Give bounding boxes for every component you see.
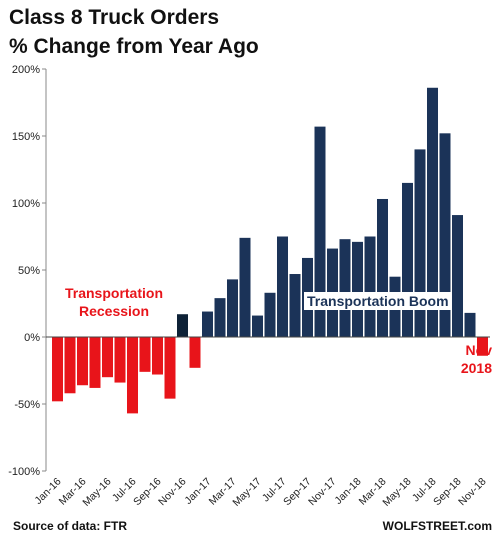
brand-watermark: WOLFSTREET.com bbox=[382, 519, 492, 533]
source-note: Source of data: FTR bbox=[13, 519, 128, 533]
bar-jul-18 bbox=[427, 87, 438, 337]
bar-oct-16 bbox=[164, 337, 176, 399]
bar-sep-18 bbox=[452, 215, 463, 337]
bar-jan-17 bbox=[202, 311, 213, 337]
nov-annotation-year: 2018 bbox=[460, 360, 492, 376]
bar-apr-16 bbox=[89, 337, 101, 388]
bar-mar-16 bbox=[77, 337, 88, 386]
bar-jun-18 bbox=[414, 149, 426, 337]
x-tick-label: May-18 bbox=[380, 476, 413, 509]
nov-2018-annotation: Nov 2018 bbox=[452, 341, 492, 377]
y-tick-label: 200% bbox=[12, 64, 40, 76]
bar-oct-18 bbox=[464, 312, 476, 337]
bar-oct-17 bbox=[314, 126, 326, 338]
y-tick-label: -50% bbox=[14, 399, 40, 411]
bar-feb-17 bbox=[214, 298, 226, 337]
bar-jul-16 bbox=[127, 337, 138, 414]
chart-subtitle: % Change from Year Ago bbox=[9, 35, 259, 58]
x-tick-label: May-17 bbox=[230, 476, 263, 509]
bar-aug-17 bbox=[289, 274, 301, 337]
bar-feb-16 bbox=[64, 337, 76, 394]
x-tick-label: Nov-17 bbox=[306, 476, 339, 509]
x-tick-label: Nov-16 bbox=[156, 476, 189, 509]
bar-feb-18 bbox=[364, 236, 376, 337]
boom-annotation: Transportation Boom bbox=[304, 292, 452, 310]
chart-title: Class 8 Truck Orders bbox=[9, 6, 220, 29]
bar-dec-16 bbox=[189, 337, 201, 368]
bar-may-18 bbox=[402, 182, 413, 337]
bar-jan-16 bbox=[52, 337, 63, 402]
bar-apr-17 bbox=[239, 237, 251, 337]
y-tick-label: -100% bbox=[8, 466, 40, 478]
bar-jun-17 bbox=[264, 292, 276, 337]
bar-may-16 bbox=[102, 337, 113, 378]
x-tick-label: Nov-18 bbox=[456, 476, 489, 509]
bar-jun-16 bbox=[114, 337, 126, 383]
bar-jan-18 bbox=[352, 241, 363, 337]
bar-dec-17 bbox=[339, 239, 351, 337]
recession-annotation: Transportation Recession bbox=[64, 285, 163, 319]
bar-may-17 bbox=[252, 315, 263, 337]
bar-mar-18 bbox=[377, 198, 388, 337]
bar-mar-17 bbox=[227, 279, 238, 337]
bar-nov-16 bbox=[177, 314, 188, 337]
nov-annotation-month: Nov bbox=[465, 342, 492, 358]
y-tick-label: 100% bbox=[12, 198, 40, 210]
x-tick-label: May-16 bbox=[80, 476, 113, 509]
bar-nov-18 bbox=[477, 337, 488, 356]
bar-jul-17 bbox=[277, 236, 288, 337]
y-tick-label: 0% bbox=[24, 332, 40, 344]
y-tick-label: 150% bbox=[12, 131, 40, 143]
bar-aug-18 bbox=[439, 133, 451, 337]
y-tick-label: 50% bbox=[18, 265, 40, 277]
bar-aug-16 bbox=[139, 337, 151, 372]
bar-sep-16 bbox=[152, 337, 163, 375]
